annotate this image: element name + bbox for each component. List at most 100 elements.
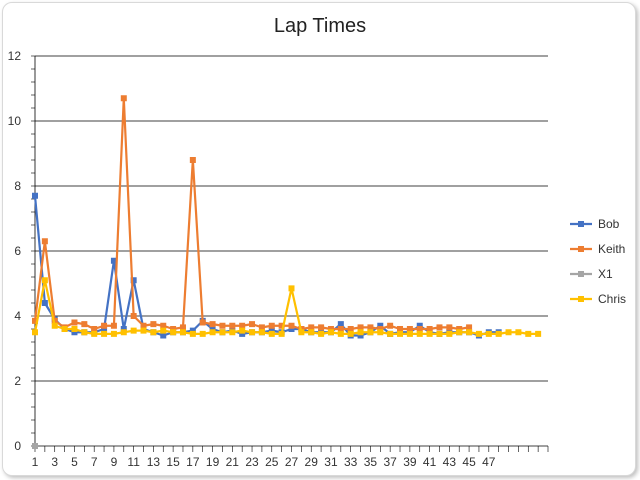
data-point-keith-15 xyxy=(170,326,177,332)
data-point-bob-1 xyxy=(32,192,38,199)
data-point-chris-49 xyxy=(505,329,512,336)
data-point-keith-29 xyxy=(308,324,315,331)
legend-marker-keith xyxy=(578,246,584,252)
data-point-keith-23 xyxy=(249,321,256,328)
data-point-chris-27 xyxy=(288,285,295,292)
data-point-bob-8 xyxy=(101,326,108,332)
x-tick-label-23: 23 xyxy=(245,455,259,469)
data-point-chris-16 xyxy=(179,329,186,336)
x-tick-label-27: 27 xyxy=(285,455,299,469)
series-line-keith xyxy=(33,97,470,331)
data-point-keith-22 xyxy=(239,322,246,329)
data-point-chris-46 xyxy=(475,330,482,337)
legend-label-bob: Bob xyxy=(598,217,620,231)
data-point-keith-30 xyxy=(318,324,325,331)
data-point-chris-30 xyxy=(318,330,325,337)
data-point-chris-32 xyxy=(337,330,344,337)
data-point-chris-34 xyxy=(357,329,364,336)
data-point-keith-24 xyxy=(258,324,265,331)
data-point-bob-34 xyxy=(357,332,364,339)
data-point-chris-8 xyxy=(101,330,108,337)
x-tick-label-15: 15 xyxy=(166,455,180,469)
data-point-chris-41 xyxy=(426,330,433,337)
x-tick-label-5: 5 xyxy=(71,455,78,469)
data-point-keith-34 xyxy=(357,324,364,331)
chart-title: Lap Times xyxy=(274,15,366,37)
legend-label-chris: Chris xyxy=(598,292,626,306)
data-point-bob-27 xyxy=(288,326,295,332)
series-chris xyxy=(32,277,542,337)
data-point-keith-1 xyxy=(32,317,38,324)
series-keith xyxy=(32,95,473,332)
data-point-keith-36 xyxy=(377,326,384,332)
legend-marker-chris xyxy=(578,296,584,302)
data-point-keith-17 xyxy=(189,157,196,163)
legend-item-chris: Chris xyxy=(570,292,626,306)
data-point-keith-37 xyxy=(387,322,394,329)
data-point-chris-43 xyxy=(446,330,453,337)
data-point-chris-11 xyxy=(130,327,137,334)
data-point-chris-1 xyxy=(32,329,38,336)
x-tick-label-7: 7 xyxy=(91,455,98,469)
y-tick-label-6: 6 xyxy=(14,244,21,258)
data-point-keith-31 xyxy=(327,326,334,332)
data-point-keith-19 xyxy=(209,321,216,328)
data-point-chris-29 xyxy=(308,329,315,336)
data-point-chris-44 xyxy=(456,329,463,336)
data-point-bob-40 xyxy=(416,322,423,329)
data-point-chris-10 xyxy=(120,329,127,336)
data-point-x1-1 xyxy=(32,443,38,449)
data-point-chris-5 xyxy=(71,326,78,332)
chart-frame xyxy=(2,2,636,476)
data-point-chris-22 xyxy=(239,327,246,334)
x-tick-label-43: 43 xyxy=(443,455,457,469)
legend-label-x1: X1 xyxy=(598,267,613,281)
data-point-bob-5 xyxy=(71,329,78,336)
data-point-chris-24 xyxy=(258,329,265,336)
data-point-chris-3 xyxy=(51,322,58,329)
data-point-keith-5 xyxy=(71,319,78,326)
data-point-chris-42 xyxy=(436,330,443,337)
data-point-chris-25 xyxy=(268,330,275,337)
y-tick-label-4: 4 xyxy=(14,309,21,323)
x-tick-label-31: 31 xyxy=(324,455,338,469)
data-point-keith-2 xyxy=(41,238,48,245)
data-point-bob-17 xyxy=(189,327,196,334)
series-line-chris xyxy=(33,279,539,335)
x-tick-label-37: 37 xyxy=(383,455,397,469)
series-x1 xyxy=(32,443,38,449)
data-point-chris-50 xyxy=(515,329,522,336)
data-point-keith-13 xyxy=(150,321,157,328)
x-tick-label-17: 17 xyxy=(186,455,200,469)
legend-label-keith: Keith xyxy=(598,242,625,256)
x-tick-label-11: 11 xyxy=(127,455,140,469)
data-point-bob-19 xyxy=(209,326,216,332)
data-point-keith-14 xyxy=(160,322,167,329)
y-tick-label-12: 12 xyxy=(8,49,22,63)
data-point-chris-15 xyxy=(170,329,177,336)
data-point-bob-10 xyxy=(120,326,127,332)
x-tick-label-47: 47 xyxy=(482,455,496,469)
legend-marker-bob xyxy=(578,221,584,227)
data-point-keith-38 xyxy=(397,326,404,332)
data-point-keith-9 xyxy=(110,322,117,329)
series-line-bob xyxy=(33,195,499,337)
data-point-chris-14 xyxy=(160,327,167,334)
data-point-chris-33 xyxy=(347,330,354,337)
x-tick-label-33: 33 xyxy=(344,455,358,469)
data-point-keith-12 xyxy=(140,322,147,329)
data-point-keith-16 xyxy=(179,324,186,331)
data-point-chris-48 xyxy=(495,330,502,337)
x-tick-label-25: 25 xyxy=(265,455,279,469)
data-point-bob-36 xyxy=(377,322,384,329)
data-point-keith-6 xyxy=(81,321,88,328)
gridlines xyxy=(35,55,548,382)
data-point-keith-20 xyxy=(219,322,226,329)
data-point-keith-10 xyxy=(120,95,127,102)
data-point-chris-39 xyxy=(406,330,413,337)
data-point-chris-45 xyxy=(466,329,473,336)
y-tick-label-0: 0 xyxy=(14,439,21,453)
data-point-chris-4 xyxy=(61,326,68,332)
x-tick-label-9: 9 xyxy=(111,455,118,469)
legend: Bob Keith X1 Chris xyxy=(570,217,626,306)
